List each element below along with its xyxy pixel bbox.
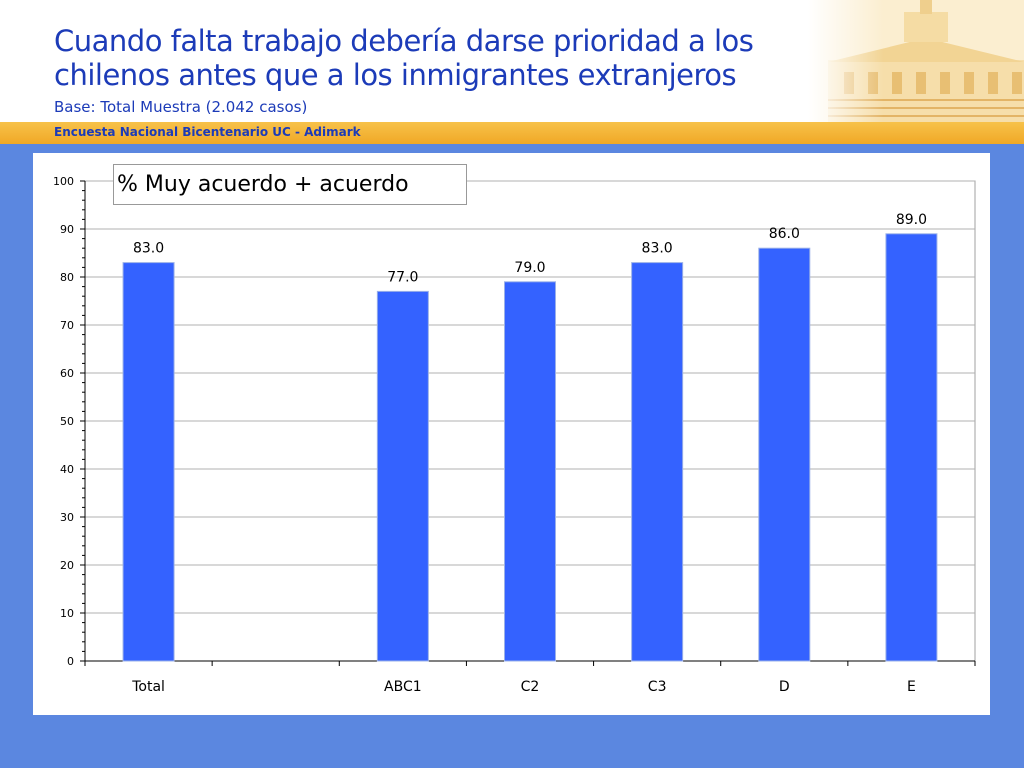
bar [376, 290, 429, 662]
x-tick-label: C3 [648, 679, 667, 695]
x-tick-label: ABC1 [384, 679, 422, 695]
bar [631, 262, 684, 662]
x-tick-label: D [779, 679, 790, 695]
y-tick-label: 0 [67, 655, 74, 668]
x-tick-label: Total [131, 679, 165, 695]
band-text: Encuesta Nacional Bicentenario UC - Adim… [54, 125, 361, 139]
data-label: 83.0 [642, 241, 673, 257]
bar [758, 247, 811, 662]
x-tick-label: E [907, 679, 916, 695]
data-label: 86.0 [769, 226, 800, 242]
data-label: 77.0 [387, 269, 418, 285]
bar [504, 281, 556, 662]
chart-panel: 0 10 20 30 40 50 60 70 80 90 100 83.0 Total 77.0 ABC1 7… [33, 153, 990, 715]
y-tick-label: 50 [60, 415, 74, 428]
y-tick-label: 10 [60, 607, 74, 620]
y-tick-label: 40 [60, 463, 74, 476]
chart-title-box: % Muy acuerdo + acuerdo [113, 164, 467, 205]
y-tick-label: 60 [60, 367, 74, 380]
bar [122, 262, 175, 662]
data-label: 83.0 [133, 241, 164, 257]
y-tick-label: 80 [60, 271, 74, 284]
header: Cuando falta trabajo debería darse prior… [0, 0, 1024, 122]
page-title: Cuando falta trabajo debería darse prior… [54, 24, 834, 92]
y-tick-label: 30 [60, 511, 74, 524]
building-image [808, 0, 1024, 122]
x-tick-label: C2 [521, 679, 540, 695]
subtitle: Base: Total Muestra (2.042 casos) [54, 98, 308, 116]
title-line-2: chilenos antes que a los inmigrantes ext… [54, 58, 737, 92]
data-label: 79.0 [514, 260, 545, 276]
title-line-1: Cuando falta trabajo debería darse prior… [54, 24, 754, 58]
header-band [0, 122, 1024, 144]
y-tick-label: 90 [60, 223, 74, 236]
bar-chart: 0 10 20 30 40 50 60 70 80 90 100 83.0 Total 77.0 ABC1 7… [53, 175, 976, 695]
data-label: 89.0 [896, 212, 927, 228]
y-tick-label: 100 [53, 175, 74, 188]
y-tick-label: 70 [60, 319, 74, 332]
y-tick-label: 20 [60, 559, 74, 572]
bar [885, 233, 938, 662]
